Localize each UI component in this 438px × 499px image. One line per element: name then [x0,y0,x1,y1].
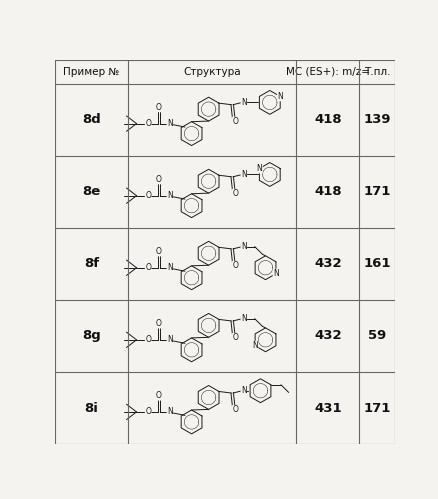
Text: N: N [272,269,278,278]
Text: МС (ES+): m/z=: МС (ES+): m/z= [285,67,369,77]
Text: 139: 139 [363,113,390,126]
Text: O: O [145,407,151,417]
Text: O: O [156,391,162,400]
Text: N: N [240,170,246,179]
Text: 418: 418 [313,185,341,198]
Text: Структура: Структура [183,67,240,77]
Text: O: O [232,261,238,270]
Text: Пример №: Пример № [63,67,119,77]
Text: O: O [145,119,151,128]
Text: O: O [232,406,238,415]
Text: O: O [156,175,162,184]
Text: 161: 161 [363,257,390,270]
Text: N: N [166,407,173,417]
Text: 8d: 8d [82,113,101,126]
Text: N: N [252,341,258,350]
Text: Т.пл.: Т.пл. [363,67,389,77]
Text: N: N [240,98,246,107]
Text: N: N [166,335,173,344]
Text: O: O [232,189,238,198]
Text: O: O [232,333,238,342]
Text: O: O [145,263,151,272]
Text: 418: 418 [313,113,341,126]
Text: 59: 59 [367,329,385,342]
Text: N: N [240,314,246,323]
Text: 171: 171 [363,185,390,198]
Text: N: N [277,92,283,101]
Text: 432: 432 [313,257,341,270]
Text: O: O [156,319,162,328]
Text: 171: 171 [363,402,390,415]
Text: N: N [166,119,173,128]
Text: 8g: 8g [82,329,101,342]
Text: N: N [166,263,173,272]
Text: O: O [232,117,238,126]
Text: N: N [240,386,246,395]
Text: 8i: 8i [85,402,98,415]
Text: O: O [156,247,162,256]
Text: N: N [240,242,246,251]
Text: O: O [145,335,151,344]
Text: N: N [256,164,261,173]
Text: 8f: 8f [84,257,99,270]
Text: O: O [156,103,162,112]
Text: 431: 431 [313,402,341,415]
Text: 432: 432 [313,329,341,342]
Text: 8e: 8e [82,185,100,198]
Text: O: O [145,191,151,200]
Text: N: N [166,191,173,200]
